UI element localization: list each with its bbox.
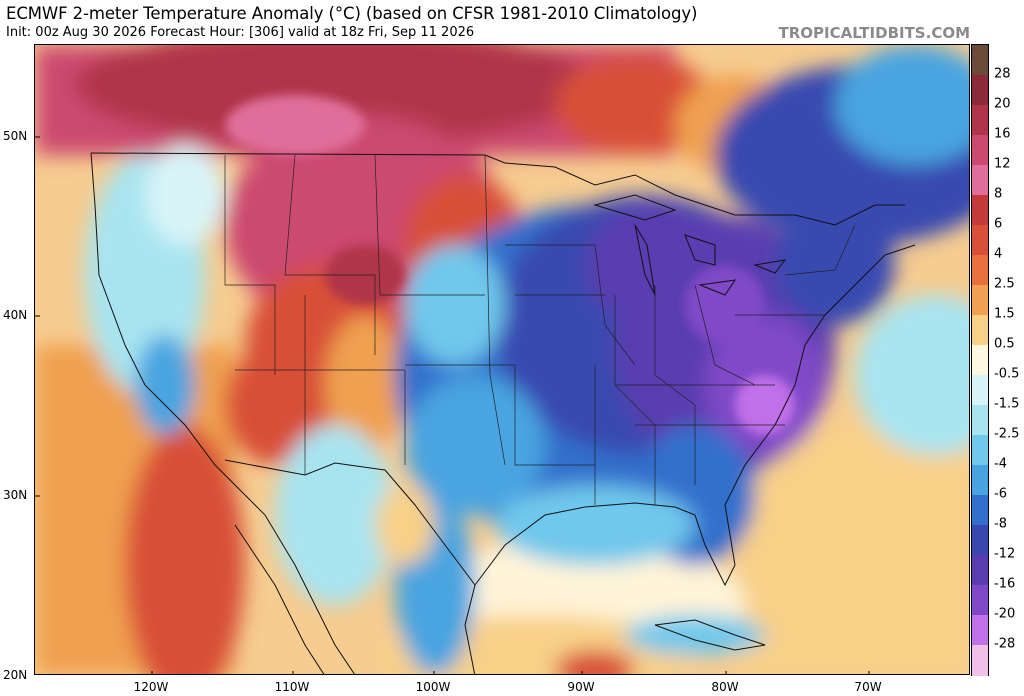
- colorbar-segment: [972, 225, 988, 256]
- map-subtitle: Init: 00z Aug 30 2026 Forecast Hour: [30…: [6, 25, 475, 40]
- lon-label-120w: 120W: [133, 680, 169, 694]
- gulf-coastline: [474, 424, 776, 587]
- map-canvas: [35, 45, 969, 674]
- baja-coastline: [234, 524, 325, 674]
- colorbar-segment: [972, 105, 988, 136]
- colorbar-label: -28: [994, 636, 1016, 652]
- colorbar-label: 2.5: [994, 276, 1015, 292]
- colorbar-label: 28: [994, 66, 1011, 82]
- state-line: [505, 244, 636, 366]
- colorbar-label: 16: [994, 126, 1011, 142]
- colorbar-label: 1.5: [994, 306, 1015, 322]
- colorbar-segment: [972, 405, 988, 436]
- credit-watermark: TROPICALTIDBITS.COM: [778, 24, 971, 42]
- state-line: [405, 364, 595, 466]
- colorbar-segment: [972, 345, 988, 376]
- colorbar-segment: [972, 195, 988, 226]
- colorbar-segment: [972, 645, 988, 676]
- colorbar-segment: [972, 435, 988, 466]
- lake-ontario: [753, 259, 787, 274]
- state-line: [224, 155, 276, 375]
- colorbar-label: 12: [994, 156, 1011, 172]
- us-canada-border: [90, 152, 905, 226]
- pacific-coastline: [90, 152, 355, 674]
- colorbar-segment: [972, 465, 988, 496]
- state-line: [374, 154, 485, 296]
- colorbar-label: -4: [994, 456, 1007, 472]
- lon-label-110w: 110W: [274, 680, 310, 694]
- lon-label-100w: 100W: [415, 680, 451, 694]
- colorbar-label: -20: [994, 606, 1016, 622]
- lat-label-20n: 20N: [3, 668, 28, 682]
- state-line: [484, 154, 506, 466]
- colorbar-label: -1.5: [994, 396, 1020, 412]
- state-line: [654, 285, 696, 485]
- colorbar-segment: [972, 285, 988, 316]
- mexico-gulf-coastline: [464, 584, 476, 674]
- lat-label-50n: 50N: [3, 129, 28, 143]
- state-line: [284, 154, 376, 355]
- colorbar-label: -12: [994, 546, 1016, 562]
- colorbar-label: 20: [994, 96, 1011, 112]
- colorbar-segment: [972, 375, 988, 406]
- temperature-anomaly-map: [34, 44, 970, 675]
- lon-label-70w: 70W: [854, 680, 882, 694]
- colorbar-label: 0.5: [994, 336, 1015, 352]
- colorbar-label: -8: [994, 516, 1007, 532]
- colorbar-segment: [972, 615, 988, 646]
- colorbar-segment: [972, 585, 988, 616]
- colorbar-segment: [972, 495, 988, 526]
- colorbar-segment: [972, 45, 988, 76]
- lake-superior: [593, 194, 677, 221]
- colorbar-segment: [972, 315, 988, 346]
- atlantic-coastline: [774, 244, 916, 426]
- axis-ticks: [35, 136, 870, 674]
- colorbar-label: -2.5: [994, 426, 1020, 442]
- state-borders: [224, 154, 856, 505]
- colorbar-segment: [972, 75, 988, 106]
- colorbar-segment: [972, 165, 988, 196]
- lake-huron: [684, 234, 716, 266]
- state-line: [784, 224, 856, 276]
- state-line: [614, 295, 656, 505]
- colorbar-label: -16: [994, 576, 1016, 592]
- colorbar-segment: [972, 525, 988, 556]
- anomaly-field: [35, 45, 969, 674]
- lon-label-80w: 80W: [711, 680, 739, 694]
- colorbar: [971, 44, 989, 676]
- anomaly-field-detail: [225, 95, 795, 435]
- colorbar-label: -0.5: [994, 366, 1020, 382]
- lat-label-40n: 40N: [3, 308, 28, 322]
- cuba-outline: [654, 619, 766, 651]
- colorbar-label: 6: [994, 216, 1003, 232]
- lat-label-30n: 30N: [3, 488, 28, 502]
- colorbar-label: 8: [994, 186, 1003, 202]
- state-line: [235, 369, 406, 465]
- colorbar-label: 4: [994, 246, 1003, 262]
- lake-erie: [698, 279, 737, 296]
- colorbar-segment: [972, 255, 988, 286]
- lon-label-90w: 90W: [567, 680, 595, 694]
- colorbar-segment: [972, 135, 988, 166]
- colorbar-label: -6: [994, 486, 1007, 502]
- colorbar-segment: [972, 555, 988, 586]
- state-line: [694, 284, 756, 386]
- map-title: ECMWF 2-meter Temperature Anomaly (°C) (…: [6, 4, 698, 23]
